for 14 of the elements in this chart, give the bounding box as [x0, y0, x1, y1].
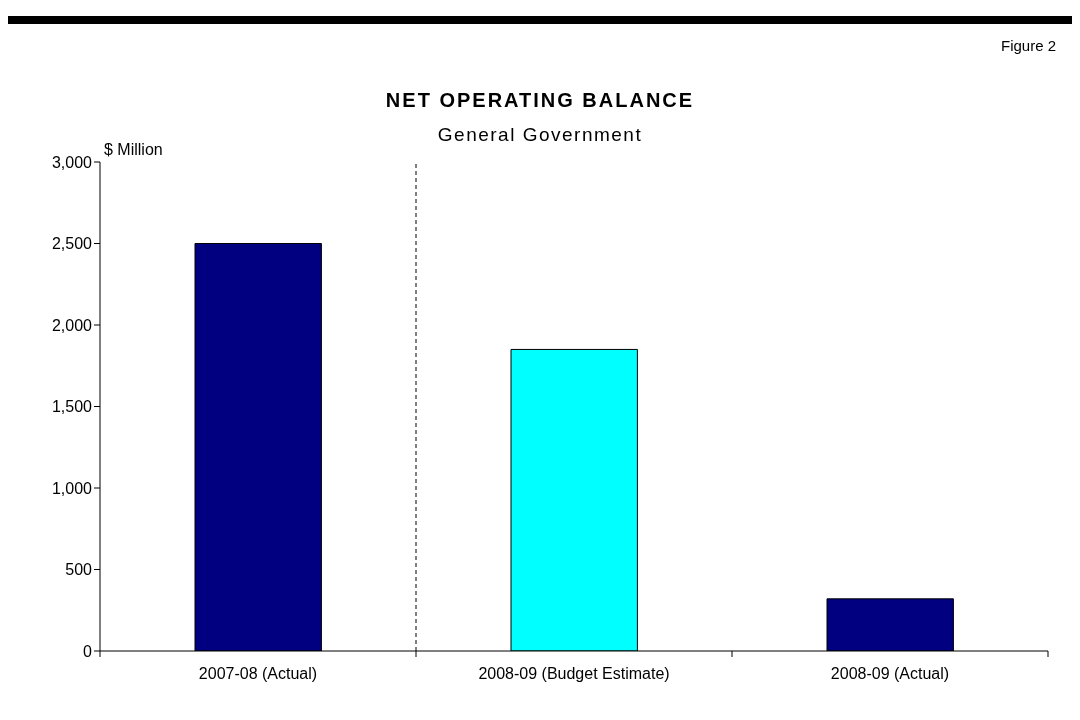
x-tick-label: 2008-09 (Budget Estimate) [478, 665, 670, 682]
caption: Figure 2 [1000, 37, 1056, 54]
y-tick-label: 1,500 [51, 398, 93, 416]
chart-subtitle: General Government [437, 124, 643, 145]
y-tick-label: 1,000 [51, 479, 93, 497]
y-axis-title: $ Million [104, 141, 163, 159]
y-tick-label: 2,000 [51, 316, 93, 334]
x-tick-label: 2007-08 (Actual) [198, 665, 318, 682]
chart-title: NET OPERATING BALANCE [384, 89, 696, 112]
y-tick-label: 500 [65, 561, 93, 579]
y-tick-label: 2,500 [51, 235, 93, 253]
y-tick-label: 3,000 [51, 153, 93, 171]
y-tick-label: 0 [83, 642, 93, 660]
x-tick-label: 2008-09 (Actual) [830, 665, 950, 682]
